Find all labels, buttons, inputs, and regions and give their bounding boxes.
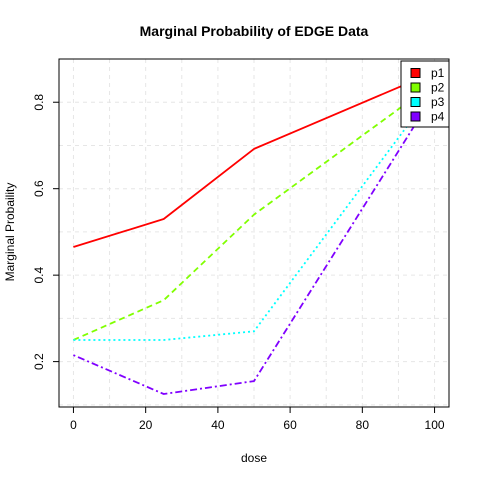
- chart-title: Marginal Probability of EDGE Data: [140, 23, 369, 39]
- series-line-p1: [73, 71, 435, 248]
- x-tick-label: 0: [70, 418, 77, 432]
- legend-swatch-p3: [410, 97, 421, 107]
- x-axis-label: dose: [241, 451, 267, 465]
- series-line-p4: [73, 93, 436, 395]
- series-line-p2: [73, 82, 436, 341]
- legend-swatch-p4: [410, 111, 421, 122]
- y-tick-label: 0.2: [32, 353, 46, 370]
- plot-frame: [58, 58, 450, 408]
- x-tick-label: 60: [283, 418, 297, 432]
- y-tick-label: 0.8: [32, 94, 46, 111]
- y-tick-label: 0.6: [32, 180, 46, 197]
- legend-label-p3: p3: [431, 95, 445, 109]
- axes: 0 20 40 60 80 100 0.2 0.4 0.6 0.8: [32, 58, 450, 432]
- legend-label-p1: p1: [431, 66, 445, 80]
- y-tick-label: 0.4: [32, 266, 46, 283]
- series-lines: [73, 71, 436, 395]
- y-axis-label: Marginal Probaility: [3, 183, 17, 282]
- legend-label-p2: p2: [431, 81, 445, 95]
- series-line-p3: [73, 88, 436, 341]
- x-tick-label: 100: [425, 418, 445, 432]
- legend-label-p4: p4: [431, 110, 445, 124]
- x-tick-label: 80: [356, 418, 370, 432]
- legend-swatch-p1: [410, 68, 421, 78]
- x-tick-label: 20: [139, 418, 153, 432]
- x-tick-label: 40: [211, 418, 225, 432]
- legend-swatch-p2: [410, 82, 421, 93]
- legend-box: [400, 60, 450, 128]
